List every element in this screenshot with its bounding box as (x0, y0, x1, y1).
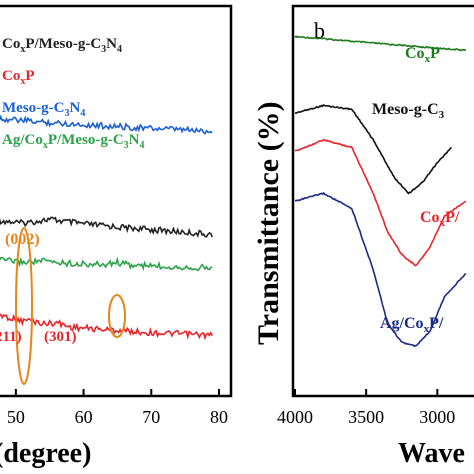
panel-b-x-ticks: 4000 3500 3000 (277, 389, 455, 427)
label-b-3: Ag/CoxP/ (380, 315, 444, 335)
panel-a-series-line-3 (0, 256, 213, 272)
panel-b: b Transmittance (%) 4000 3500 3000 Wave Co… (252, 4, 474, 469)
panel-a-series-line-2 (0, 114, 213, 135)
legend-a-1: CoxP (2, 68, 35, 87)
panel-b-x-tick-label-2: 3000 (419, 407, 455, 427)
panel-a-series (0, 114, 213, 341)
peak-ellipse-65 (108, 294, 126, 338)
legend-a-0: CoxP/Meso-g-C3N4 (2, 36, 122, 55)
panel-b-series-line-3 (294, 191, 467, 348)
annotation-211: (211) (0, 329, 22, 345)
panel-b-frame (291, 4, 474, 398)
label-b-0: CoxP (405, 45, 440, 65)
panel-b-series-line-2 (294, 138, 467, 267)
panel-b-label: b (314, 18, 325, 43)
annotation-301: (301) (44, 329, 77, 345)
annotation-002: (002) (5, 231, 40, 248)
panel-b-series-line-1 (294, 104, 452, 195)
peak-ellipse-002 (15, 227, 33, 385)
panel-a-series-line-0 (0, 216, 213, 238)
panel-a-x-axis-label: (degree) (0, 438, 91, 469)
panel-a-x-tick-label-2: 70 (142, 407, 160, 427)
legend-a-3: Ag/CoxP/Meso-g-C3N4 (2, 132, 145, 151)
label-b-1: Meso-g-C3 (372, 101, 445, 121)
panel-a-x-tick-label-0: 50 (7, 407, 25, 427)
panel-a-x-ticks: 50 60 70 80 (7, 389, 228, 427)
panel-a-x-tick-label-1: 60 (75, 407, 93, 427)
panel-a-x-tick-label-3: 80 (210, 407, 228, 427)
label-b-2: CoxP/ (420, 209, 460, 229)
panel-b-series-line-0 (294, 35, 467, 52)
panel-b-series (294, 35, 467, 348)
panel-a-series-line-1 (0, 313, 213, 341)
panel-b-x-tick-label-0: 4000 (277, 407, 313, 427)
panel-b-x-axis-label: Wave (398, 438, 465, 469)
panel-a-frame (0, 4, 233, 398)
panel-a: 50 60 70 80 (degree) CoxP/Meso-g-C3N4 CoxP … (0, 4, 233, 469)
legend-a-2: Meso-g-C3N4 (2, 100, 85, 119)
panel-b-x-tick-label-1: 3500 (348, 407, 384, 427)
panel-b-y-axis-label: Transmittance (%) (252, 101, 285, 345)
